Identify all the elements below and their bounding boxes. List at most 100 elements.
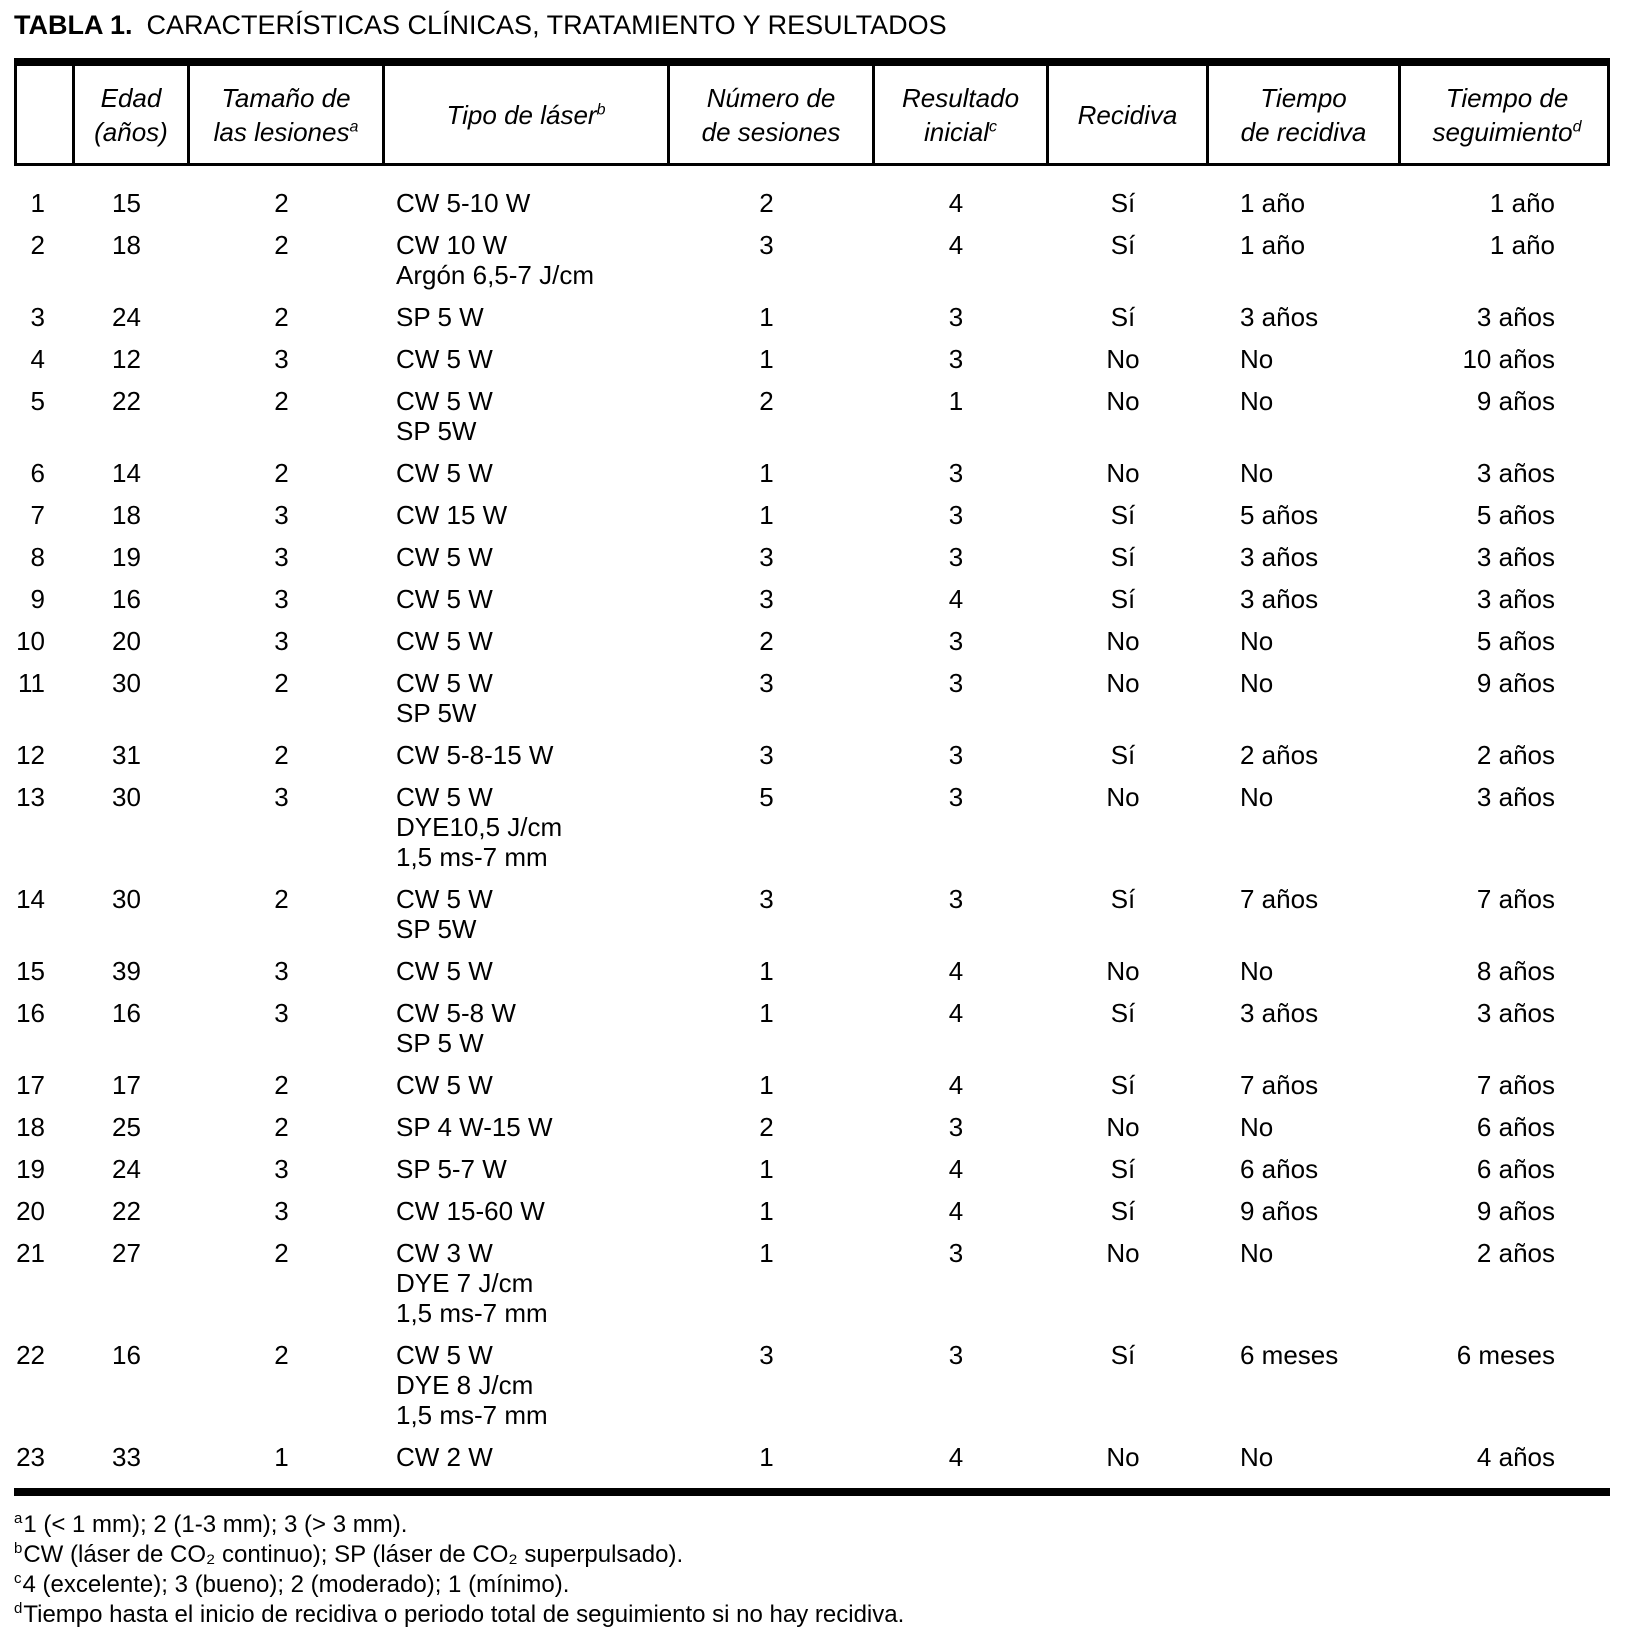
laser-line: CW 5 W [396,956,493,986]
cell-tamano-lesiones: 3 [274,584,289,614]
cell-tipo-laser: CW 5 W [379,584,664,614]
cell-resultado-inicial: 4 [948,188,964,218]
header-tiempo-recidiva-line2: de recidiva [1240,116,1367,147]
cell-recidiva: No [1106,458,1140,488]
cell-resultado-inicial: 4 [948,1070,964,1100]
cell-tiempo-seguimiento: 4 años [1476,1442,1555,1472]
cell-tipo-laser: CW 2 W [379,1442,664,1472]
cell-recidiva: Sí [1110,584,1136,614]
cell-tiempo-seguimiento: 5 años [1476,626,1555,656]
table-row: 16 16 3 CW 5-8 W SP 5 W 1 4 Sí 3 años 3 años [14,992,1610,1064]
cell-resultado-inicial: 3 [948,458,964,488]
cell-edad: 16 [112,584,141,614]
table-row: 7 18 3 CW 15 W 1 3 Sí 5 años 5 años [14,494,1610,536]
row-number: 10 [16,626,45,656]
cell-tiempo-seguimiento: 2 años [1476,1238,1555,1268]
cell-numero-sesiones: 1 [759,458,774,488]
header-resultado-footnote-marker: c [989,117,998,135]
cell-edad: 27 [112,1238,141,1268]
header-tamano-line2-text: las lesiones [213,116,350,147]
table-row: 19 24 3 SP 5-7 W 1 4 Sí 6 años 6 años [14,1148,1610,1190]
cell-resultado-inicial: 1 [948,386,964,416]
cell-tamano-lesiones: 2 [274,1340,289,1370]
row-number: 18 [16,1112,45,1142]
header-edad-line2: (años) [94,116,168,147]
laser-line: DYE 8 J/cm [396,1370,534,1400]
table-row: 9 16 3 CW 5 W 3 4 Sí 3 años 3 años [14,578,1610,620]
cell-recidiva: Sí [1110,1340,1136,1370]
laser-line: CW 5 W [396,458,493,488]
cell-tiempo-seguimiento: 3 años [1476,998,1555,1028]
header-tiempo-seguimiento-footnote-marker: d [1572,117,1582,135]
footnote-text: CW (láser de CO₂ continuo); SP (láser de… [23,1541,684,1568]
cell-tiempo-seguimiento: 6 años [1476,1112,1555,1142]
cell-recidiva: Sí [1110,998,1136,1028]
cell-edad: 16 [112,998,141,1028]
cell-resultado-inicial: 4 [948,584,964,614]
cell-tiempo-recidiva: 7 años [1240,1070,1319,1100]
footnote: dTiempo hasta el inicio de recidiva o pe… [14,1600,1625,1628]
cell-edad: 30 [112,668,141,698]
laser-line: CW 5 W [396,668,493,698]
cell-tiempo-seguimiento: 6 años [1476,1154,1555,1184]
cell-tamano-lesiones: 3 [274,998,289,1028]
cell-numero-sesiones: 1 [759,1196,774,1226]
cell-tipo-laser: CW 5-10 W [379,188,664,218]
cell-tiempo-seguimiento: 1 año [1489,188,1555,218]
laser-line: 1,5 ms-7 mm [396,842,548,872]
cell-resultado-inicial: 3 [948,344,964,374]
footnote: a1 (< 1 mm); 2 (1-3 mm); 3 (> 3 mm). [14,1510,1625,1540]
cell-tipo-laser: CW 5 W [379,542,664,572]
cell-tiempo-recidiva: No [1240,1112,1274,1142]
cell-numero-sesiones: 2 [759,386,774,416]
laser-line: DYE 7 J/cm [396,1268,534,1298]
header-laser-line1-text: Tipo de láser [446,99,597,130]
table-row: 10 20 3 CW 5 W 2 3 No No 5 años [14,620,1610,662]
laser-line: CW 5 W [396,626,493,656]
row-number: 8 [30,542,45,572]
cell-tipo-laser: CW 5 W [379,458,664,488]
cell-tiempo-recidiva: 1 año [1240,188,1306,218]
cell-numero-sesiones: 1 [759,1442,774,1472]
cell-tiempo-recidiva: 7 años [1240,884,1319,914]
cell-numero-sesiones: 1 [759,500,774,530]
cell-tiempo-seguimiento: 7 años [1476,884,1555,914]
laser-line: CW 3 W [396,1238,493,1268]
cell-numero-sesiones: 1 [759,302,774,332]
header-resultado-line2-text: inicial [923,116,990,147]
cell-tiempo-seguimiento: 3 años [1476,458,1555,488]
cell-tamano-lesiones: 3 [274,956,289,986]
row-number: 4 [30,344,45,374]
cell-edad: 14 [112,458,141,488]
cell-tiempo-recidiva: 3 años [1240,584,1319,614]
table-row: 11 30 2 CW 5 W SP 5W 3 3 No No 9 años [14,662,1610,734]
cell-tiempo-seguimiento: 3 años [1476,302,1555,332]
cell-numero-sesiones: 3 [759,884,774,914]
cell-numero-sesiones: 2 [759,188,774,218]
cell-numero-sesiones: 3 [759,230,774,260]
laser-line: CW 5 W [396,1070,493,1100]
cell-tiempo-recidiva: 6 años [1240,1154,1319,1184]
row-number: 16 [16,998,45,1028]
row-number: 12 [16,740,45,770]
laser-line: Argón 6,5-7 J/cm [396,260,594,290]
cell-tiempo-seguimiento: 10 años [1462,344,1555,374]
row-number: 23 [16,1442,45,1472]
cell-resultado-inicial: 3 [948,626,964,656]
cell-tiempo-recidiva: 3 años [1240,302,1319,332]
table-row: 3 24 2 SP 5 W 1 3 Sí 3 años 3 años [14,296,1610,338]
laser-line: CW 5-8 W [396,998,516,1028]
header-tiempo-seguimiento-line2-text: seguimiento [1432,116,1573,147]
cell-tipo-laser: SP 5-7 W [379,1154,664,1184]
cell-tiempo-recidiva: 1 año [1240,230,1306,260]
table-body: 1 15 2 CW 5-10 W 2 4 Sí 1 año 1 año 2 18 2 CW 10 W Ar… [0,166,1625,1488]
cell-recidiva: Sí [1110,230,1136,260]
cell-edad: 12 [112,344,141,374]
cell-edad: 22 [112,386,141,416]
table-row: 20 22 3 CW 15-60 W 1 4 Sí 9 años 9 años [14,1190,1610,1232]
cell-tiempo-recidiva: No [1240,956,1274,986]
cell-tamano-lesiones: 3 [274,344,289,374]
header-tamano-footnote-marker: a [349,117,359,135]
cell-edad: 22 [112,1196,141,1226]
cell-tiempo-seguimiento: 9 años [1476,668,1555,698]
